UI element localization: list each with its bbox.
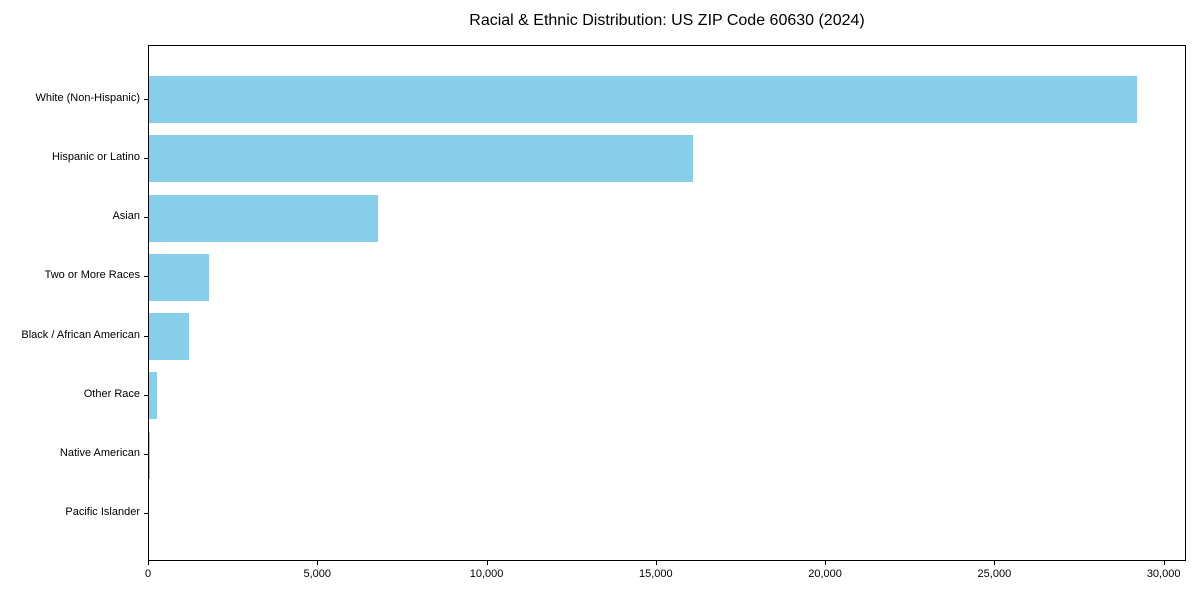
x-tick-mark bbox=[655, 561, 657, 565]
y-tick-label: Native American bbox=[59, 447, 140, 460]
x-tick-label: 15,000 bbox=[638, 568, 673, 580]
bar-white-non-hispanic bbox=[149, 76, 1137, 124]
y-tick-mark bbox=[144, 217, 148, 219]
x-tick-label: 0 bbox=[144, 568, 152, 580]
y-tick-label: Other Race bbox=[83, 387, 140, 400]
x-tick-mark bbox=[825, 561, 827, 565]
y-tick-label: Black / African American bbox=[21, 328, 140, 341]
bar-two-or-more-races bbox=[149, 253, 209, 301]
x-tick-label: 25,000 bbox=[977, 568, 1012, 580]
bar-other-race bbox=[149, 372, 158, 420]
y-tick-label: Hispanic or Latino bbox=[51, 150, 140, 163]
y-tick-mark bbox=[144, 394, 148, 396]
x-tick-label: 20,000 bbox=[808, 568, 842, 580]
y-tick-mark bbox=[144, 335, 148, 337]
y-tick-mark bbox=[144, 513, 148, 515]
bar-asian bbox=[149, 194, 379, 242]
y-tick-label: Pacific Islander bbox=[65, 506, 140, 519]
x-tick-mark bbox=[148, 561, 149, 565]
y-tick-label: Two or More Races bbox=[44, 269, 140, 282]
y-tick-mark bbox=[144, 98, 148, 100]
plot-area bbox=[148, 45, 1186, 561]
x-tick-label: 10,000 bbox=[469, 568, 504, 580]
chart-title: Racial & Ethnic Distribution: US ZIP Cod… bbox=[469, 12, 865, 29]
x-tick-mark bbox=[486, 561, 488, 565]
bar-native-american bbox=[149, 431, 150, 479]
x-tick-mark bbox=[1163, 561, 1165, 565]
y-tick-mark bbox=[144, 157, 148, 159]
x-tick-label: 30,000 bbox=[1146, 568, 1181, 580]
y-tick-label: White (Non-Hispanic) bbox=[35, 91, 140, 104]
x-tick-mark bbox=[317, 561, 319, 565]
bar-hispanic-or-latino bbox=[149, 135, 694, 183]
y-tick-label: Asian bbox=[112, 210, 140, 223]
y-tick-mark bbox=[144, 454, 148, 456]
x-tick-mark bbox=[994, 561, 996, 565]
y-tick-mark bbox=[144, 276, 148, 278]
x-tick-label: 5,000 bbox=[303, 568, 332, 580]
bar-black-african-american bbox=[149, 313, 189, 361]
